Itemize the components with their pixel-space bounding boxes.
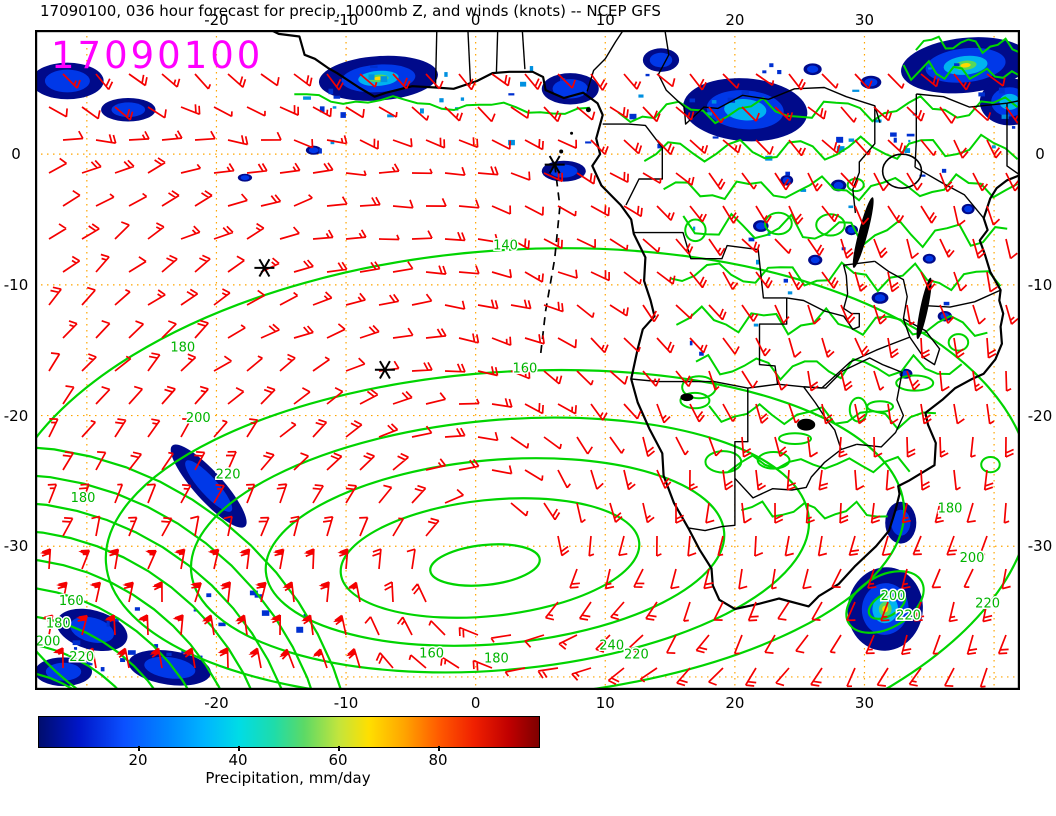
x-tick-bottom: -10 [333,694,359,712]
x-tick-bottom: 0 [470,694,481,712]
x-tick-bottom: -20 [204,694,229,712]
y-tick-right: -20 [1027,406,1053,425]
coastline-layer [270,30,1020,611]
colorbar-label: Precipitation, mm/day [205,769,371,787]
contour-label: 200 [186,411,211,426]
contour-label: 140 [493,239,518,254]
x-tick-top: 20 [725,11,745,29]
x-tick-top: -20 [204,11,229,29]
y-tick-left: -20 [3,406,29,425]
contour-label: 200 [960,551,985,566]
contour-label: 240 [599,639,624,654]
contour-label: 220 [896,608,921,623]
asterisk-marker [379,360,391,379]
contour-label: 220 [975,597,1000,612]
marker-layer [254,155,565,379]
y-tick-left: -10 [3,275,29,294]
colorbar-tick-label: 20 [128,751,148,769]
contour-label: 180 [170,341,195,356]
contour-label: 160 [59,594,84,609]
contour-label: 220 [69,650,94,665]
asterisk-marker [258,258,271,278]
contour-label: 160 [512,361,537,376]
track-layer [539,164,561,356]
colorbar-tick-mark [238,746,240,751]
height-contour-layer [35,35,1020,690]
x-tick-bottom: 20 [725,694,745,712]
x-tick-top: 30 [854,11,875,29]
x-tick-bottom: 30 [854,694,875,712]
colorbar-tick-label: 40 [228,751,248,769]
asterisk-marker [548,155,561,174]
x-tick-bottom: 10 [595,694,615,712]
y-tick-right: 0 [1035,145,1045,164]
map-frame [35,30,1020,690]
contour-label: 220 [624,648,649,663]
contour-label: 180 [71,491,96,506]
contour-label: 200 [881,589,906,604]
contour-label: 180 [938,501,963,516]
colorbar-gradient [38,716,540,748]
y-tick-left: 0 [11,145,21,164]
colorbar-tick-mark [438,746,440,751]
x-tick-top: -10 [333,11,359,29]
contour-label: 220 [216,467,241,482]
x-tick-top: 10 [595,11,615,29]
contour-label: 160 [419,646,444,661]
precip-layer [35,37,1020,687]
contour-label: 200 [36,635,61,650]
wind-barb-layer [40,73,1020,688]
colorbar-tick-label: 80 [428,751,448,769]
y-tick-right: -10 [1027,275,1053,294]
y-tick-left: -30 [3,537,29,556]
contour-label: 180 [46,616,71,631]
map-area: 140 160 180 200 220 180 160 180 200 220 240 220 160 1… [35,30,1020,690]
colorbar-tick-mark [138,746,140,751]
timestamp-overlay: 17090100 [51,34,264,77]
y-tick-right: -30 [1027,537,1053,556]
x-tick-top: 0 [470,11,481,29]
colorbar-tick-mark [338,746,340,751]
contour-label: 180 [484,652,509,667]
colorbar-tick-label: 60 [328,751,348,769]
chart-title: 17090100, 036 hour forecast for precip, … [40,2,661,20]
